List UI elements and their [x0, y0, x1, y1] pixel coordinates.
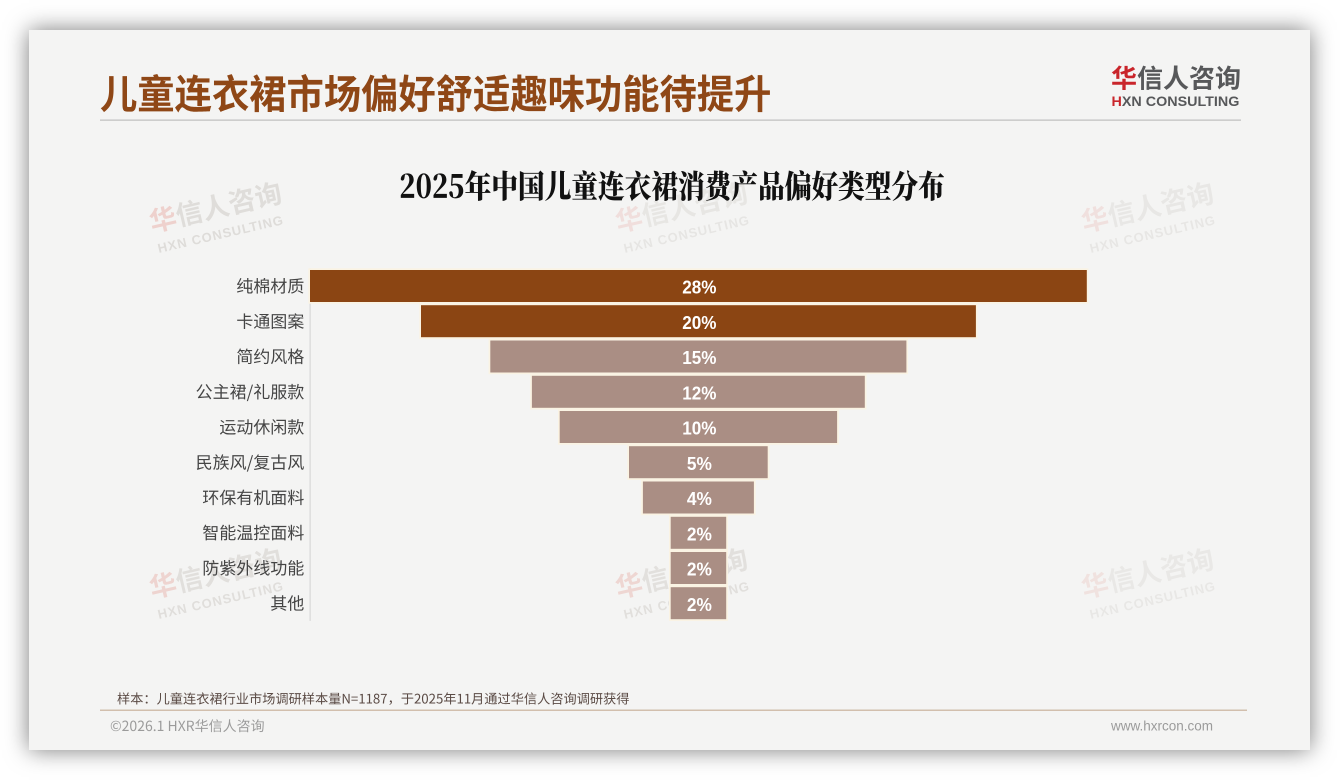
svg-text:2%: 2% [687, 524, 712, 544]
svg-text:www.hxrcon.com: www.hxrcon.com [1110, 719, 1213, 734]
svg-text:HXN CONSULTING: HXN CONSULTING [1112, 93, 1240, 109]
svg-text:12%: 12% [682, 383, 716, 403]
svg-text:10%: 10% [682, 419, 716, 439]
svg-text:15%: 15% [682, 348, 716, 368]
svg-text:2%: 2% [687, 560, 712, 580]
svg-text:20%: 20% [682, 313, 716, 333]
svg-text:2%: 2% [687, 595, 712, 615]
svg-text:5%: 5% [687, 454, 712, 474]
svg-text:28%: 28% [682, 278, 716, 298]
svg-text:4%: 4% [687, 489, 712, 509]
